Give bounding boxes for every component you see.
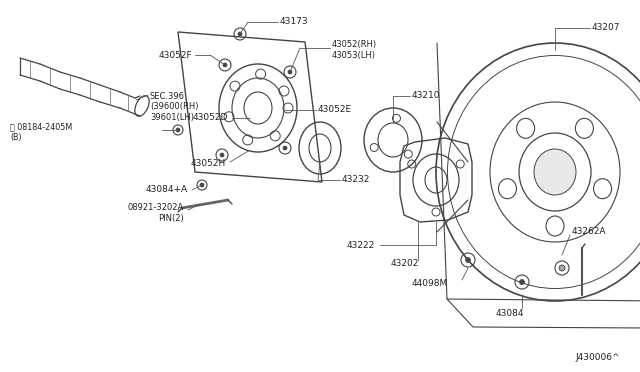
Text: Ⓑ 08184-2405M
(B): Ⓑ 08184-2405M (B) xyxy=(10,122,72,142)
Text: 43084: 43084 xyxy=(496,308,524,317)
Ellipse shape xyxy=(238,32,242,36)
Text: 43262A: 43262A xyxy=(572,228,607,237)
Ellipse shape xyxy=(288,70,292,74)
Text: 43084+A: 43084+A xyxy=(146,186,188,195)
Text: 43052D: 43052D xyxy=(193,113,228,122)
Ellipse shape xyxy=(465,257,470,263)
Ellipse shape xyxy=(223,63,227,67)
Text: 43052F: 43052F xyxy=(158,51,192,60)
Text: 43232: 43232 xyxy=(342,176,371,185)
Ellipse shape xyxy=(200,183,204,187)
Text: 43210: 43210 xyxy=(412,92,440,100)
Ellipse shape xyxy=(283,146,287,150)
Text: 43173: 43173 xyxy=(280,17,308,26)
Ellipse shape xyxy=(520,279,525,285)
Text: J430006^: J430006^ xyxy=(575,353,620,362)
Ellipse shape xyxy=(176,128,180,132)
Ellipse shape xyxy=(534,149,576,195)
Text: 43052E: 43052E xyxy=(318,106,352,115)
Ellipse shape xyxy=(559,265,565,271)
Text: 44098M: 44098M xyxy=(412,279,448,289)
Text: 43202: 43202 xyxy=(391,260,419,269)
Ellipse shape xyxy=(220,153,224,157)
Text: 43222: 43222 xyxy=(347,241,375,250)
Text: 43207: 43207 xyxy=(592,23,621,32)
Text: 08921-3202A
PIN(2): 08921-3202A PIN(2) xyxy=(128,203,184,223)
Text: SEC.396
(39600(RH)
39601(LH): SEC.396 (39600(RH) 39601(LH) xyxy=(150,92,198,122)
Text: 43052H: 43052H xyxy=(191,160,226,169)
Text: 43052(RH)
43053(LH): 43052(RH) 43053(LH) xyxy=(332,40,377,60)
